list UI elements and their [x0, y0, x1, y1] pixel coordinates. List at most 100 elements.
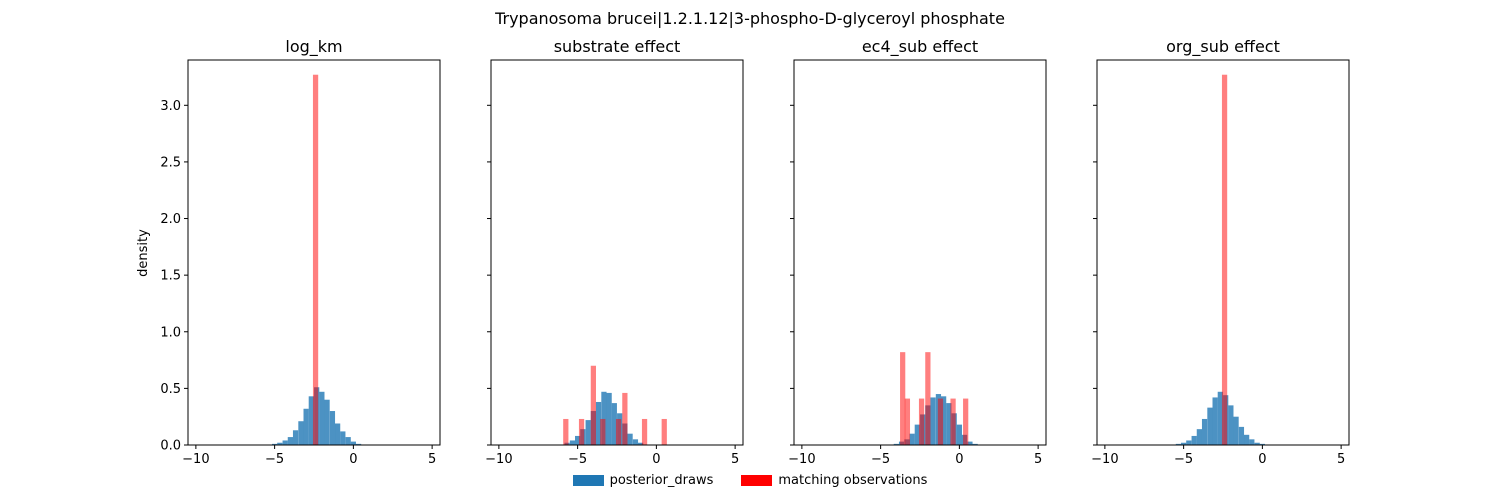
- observation-bar: [900, 352, 906, 445]
- y-tick-label: 1.0: [160, 325, 181, 340]
- posterior-bar: [335, 423, 341, 445]
- posterior-bar: [1196, 429, 1202, 445]
- subplot-4: org_sub effect −10 −5 0 5: [1091, 37, 1350, 467]
- x-tick-label: 0: [349, 452, 357, 467]
- posterior-bar: [972, 443, 978, 445]
- subplot-title: substrate effect: [554, 37, 681, 56]
- axes-frame: [490, 59, 744, 446]
- posterior-bar: [595, 401, 602, 445]
- observation-bar: [1221, 74, 1228, 445]
- posterior-bar: [355, 443, 362, 445]
- legend: posterior_draws matching observations: [0, 470, 1500, 490]
- posterior-bar: [1238, 426, 1245, 445]
- y-tick-label: 1.5: [160, 269, 181, 284]
- posterior-bar: [345, 437, 351, 445]
- posterior-bar: [930, 397, 936, 445]
- posterior-bar: [893, 443, 899, 445]
- observation-bar: [950, 398, 956, 445]
- posterior-bar: [272, 443, 278, 445]
- subplot-title: log_km: [285, 37, 342, 57]
- subplot-2: substrate effect −10 −5 0 5: [485, 37, 744, 467]
- posterior-bar: [967, 441, 973, 445]
- axes-frame: [793, 59, 1047, 446]
- posterior-bar: [1244, 434, 1250, 445]
- posterior-bar: [1201, 418, 1208, 445]
- observation-bar: [578, 418, 585, 445]
- posterior-bar: [1249, 439, 1255, 445]
- subplot-3: ec4_sub effect −10 −5 0 5: [788, 37, 1047, 467]
- posterior-bar: [319, 391, 325, 445]
- observation-bar: [641, 418, 648, 445]
- posterior-bar: [606, 392, 612, 445]
- observation-bar: [963, 398, 969, 445]
- x-tick-label: −5: [871, 452, 890, 467]
- posterior-bar: [1181, 442, 1187, 445]
- posterior-bar: [340, 431, 346, 445]
- x-tick-label: 0: [652, 452, 660, 467]
- posterior-bar: [287, 437, 293, 445]
- posterior-bar: [632, 439, 639, 445]
- observation-bar: [904, 398, 911, 445]
- x-tick-label: 5: [1034, 452, 1042, 467]
- x-tick-label: −10: [182, 452, 209, 467]
- x-tick-label: 5: [1337, 452, 1345, 467]
- posterior-bar: [1207, 407, 1213, 445]
- posterior-bar: [1191, 435, 1197, 445]
- posterior-bar: [350, 441, 356, 445]
- posterior-bar: [601, 391, 607, 445]
- posterior-bar: [1186, 440, 1192, 445]
- axes-frame: [187, 59, 441, 446]
- posterior-bar: [956, 424, 962, 445]
- x-tick-label: −5: [265, 452, 284, 467]
- x-tick-label: 0: [955, 452, 963, 467]
- posterior-bar: [946, 403, 952, 445]
- posterior-bar: [324, 399, 330, 445]
- x-tick-label: −10: [485, 452, 512, 467]
- figure-title: Trypanosoma brucei|1.2.1.12|3-phospho-D-…: [494, 9, 1005, 28]
- observation-bar: [600, 418, 606, 445]
- subplot-grid: log_km −10 −5 0 5 0.0 0.5 1.0 1.5 2.0 2.5 3.0 substr…: [160, 37, 1350, 467]
- observation-bar: [590, 365, 596, 445]
- posterior-bar: [1259, 443, 1265, 445]
- legend-label-observations: matching observations: [778, 472, 928, 488]
- x-tick-label: 5: [428, 452, 436, 467]
- posterior-bar: [282, 440, 288, 445]
- posterior-bar: [308, 396, 314, 445]
- posterior-bar: [627, 433, 633, 445]
- y-tick-label: 0.0: [160, 439, 181, 454]
- x-tick-label: −10: [788, 452, 815, 467]
- observation-bar: [615, 418, 622, 445]
- y-tick-label: 0.5: [160, 382, 181, 397]
- y-tick-label: 2.5: [160, 155, 181, 170]
- y-axis-label: density: [136, 229, 151, 277]
- posterior-bar: [585, 420, 591, 445]
- legend-swatch-posterior: [572, 474, 604, 486]
- legend-swatch-observations: [741, 474, 773, 486]
- legend-item-observations: matching observations: [741, 470, 927, 490]
- x-tick-label: −5: [1174, 452, 1193, 467]
- posterior-bar: [1228, 405, 1234, 445]
- observation-bar: [918, 398, 925, 445]
- legend-item-posterior: posterior_draws: [572, 470, 713, 490]
- subplot-1: log_km −10 −5 0 5 0.0 0.5 1.0 1.5 2.0 2.5 3.0: [160, 37, 441, 467]
- x-tick-label: −5: [568, 452, 587, 467]
- axes-frame: [1096, 59, 1350, 446]
- y-tick-label: 3.0: [160, 99, 181, 114]
- x-tick-label: 0: [1258, 452, 1266, 467]
- observation-bar: [622, 392, 628, 445]
- subplot-title: ec4_sub effect: [862, 37, 978, 57]
- posterior-bar: [575, 435, 581, 445]
- y-tick-label: 2.0: [160, 212, 181, 227]
- observation-bar: [661, 418, 667, 445]
- x-tick-label: 5: [731, 452, 739, 467]
- posterior-bar: [277, 442, 283, 445]
- observation-bar: [925, 352, 931, 445]
- observation-bar: [312, 74, 319, 445]
- observation-bar: [563, 418, 569, 445]
- posterior-bar: [569, 440, 576, 445]
- posterior-bar: [638, 442, 644, 445]
- observation-bar: [937, 398, 944, 445]
- posterior-bar: [909, 433, 915, 445]
- posterior-bar: [1254, 442, 1260, 445]
